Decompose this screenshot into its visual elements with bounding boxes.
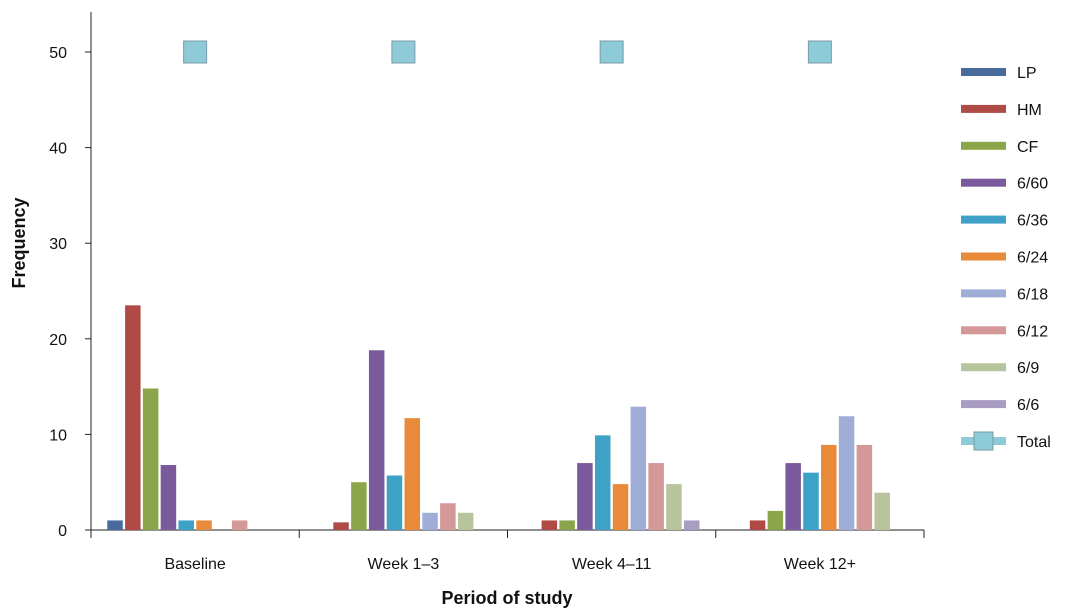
bar-6-24-1 [196,520,212,530]
legend-swatch [961,215,1006,224]
legend-label: HM [1017,102,1042,119]
y-tick-label: 20 [49,332,67,349]
y-tick-label: 40 [49,141,67,158]
x-tick-label: Week 1–3 [368,556,440,573]
legend-item-total: Total [961,431,1051,451]
bar-6-60-4 [785,463,801,530]
legend-label: 6/60 [1017,176,1048,193]
bar-CF-4 [767,510,784,530]
y-axis-title: Frequency [9,197,29,288]
legend-swatch [961,141,1006,150]
legend-swatch [961,363,1006,372]
bar-6-18-4 [838,416,855,530]
total-marker-1 [183,40,208,64]
bar-HM-2 [333,522,349,530]
bar-CF-1 [142,388,159,530]
bar-6-9-4 [874,492,890,530]
bar-6-12-3 [648,463,664,530]
legend-swatch [961,68,1006,76]
axes-layer [85,12,925,538]
legend-swatch [961,326,1006,335]
y-tick-label: 50 [49,45,67,62]
legend-item-6-60: 6/60 [961,176,1048,193]
labels-layer: 0 10 20 30 40 50 Baseline Week 1–3 Week 4–11 Week… [49,45,856,573]
bar-6-9-3 [666,484,682,530]
legend-item-6-9: 6/9 [961,360,1039,377]
bar-6-18-3 [630,406,647,530]
legend-label: 6/6 [1017,397,1039,414]
total-markers-layer [183,40,832,64]
bar-6-9-2 [457,512,474,530]
x-tick-label: Week 4–11 [572,556,652,573]
total-marker-3 [599,40,624,64]
bar-6-24-3 [612,484,629,530]
legend-item-6-12: 6/12 [961,323,1048,340]
bar-HM-1 [125,305,141,530]
legend-swatch [961,289,1006,298]
bar-6-12-2 [440,503,456,530]
y-tick-label: 0 [58,523,67,540]
bar-6-24-2 [404,418,421,530]
bar-6-36-3 [594,435,611,530]
legend-item-hm: HM [961,102,1042,119]
total-marker-2 [391,40,416,64]
bar-6-36-1 [178,520,194,530]
legend-swatch [961,178,1006,187]
legend-label: 6/18 [1017,286,1048,303]
bar-6-12-4 [856,444,873,530]
legend-item-6-36: 6/36 [961,213,1048,230]
legend-swatch [961,400,1006,409]
bar-6-60-3 [577,463,593,530]
bar-6-12-1 [231,520,248,530]
total-marker-4 [807,40,832,64]
bar-6-18-2 [422,512,438,530]
legend-item-cf: CF [961,139,1039,156]
bar-6-6-3 [683,520,700,530]
legend-label: LP [1017,65,1037,82]
legend-item-6-18: 6/18 [961,286,1048,303]
bars-layer [107,305,890,530]
legend-item-6-24: 6/24 [961,250,1048,267]
x-tick-label: Week 12+ [784,556,856,573]
legend-label: Total [1017,434,1051,451]
legend-item-lp: LP [961,65,1037,82]
x-axis-title: Period of study [441,588,572,608]
legend-swatch [961,104,1006,113]
legend-label: 6/36 [1017,213,1048,230]
legend-swatch [961,252,1006,261]
y-tick-label: 10 [49,427,67,444]
legend: LP HM CF 6/60 6/36 6/24 6/18 6/12 6/9 6/6 Total [961,65,1051,451]
bar-6-60-2 [368,350,385,530]
legend-label: 6/24 [1017,250,1048,267]
bar-HM-3 [541,520,558,530]
bar-HM-4 [749,520,766,530]
bar-6-36-4 [803,472,819,530]
legend-marker [973,431,994,451]
bar-6-24-4 [821,444,837,530]
bar-CF-2 [351,482,367,530]
legend-label: 6/9 [1017,360,1039,377]
bar-LP-1 [107,520,123,530]
x-tick-label: Baseline [164,556,225,573]
legend-label: 6/12 [1017,323,1048,340]
legend-item-6-6: 6/6 [961,397,1039,414]
bar-6-36-2 [386,475,403,530]
bar-6-60-1 [160,464,177,530]
y-tick-label: 30 [49,236,67,253]
legend-label: CF [1017,139,1039,156]
bar-CF-3 [559,520,575,530]
